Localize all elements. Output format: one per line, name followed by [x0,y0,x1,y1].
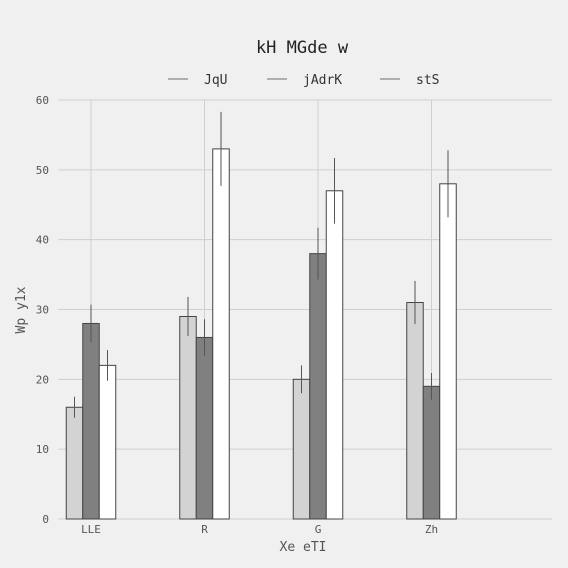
bars [65,148,457,520]
x-tick-label: G [315,523,322,536]
bar [422,385,441,520]
y-tick-label: 0 [42,513,49,526]
y-tick-label: 40 [36,234,49,247]
bar [212,148,230,520]
legend-label: jAdrK [303,73,342,88]
x-tick-label: R [201,523,208,536]
bar [309,253,327,520]
error-bars [74,111,449,418]
y-tick-label: 10 [36,443,49,456]
bar [406,302,424,520]
bar [65,406,84,520]
y-tick-label: 50 [36,164,49,177]
y-tick-label: 20 [36,373,49,386]
legend-label: stS [416,73,439,88]
bar [195,336,214,520]
bar [179,315,197,520]
y-axis-ticks: 0 10 20 30 40 50 60 [36,94,49,526]
bar [82,322,100,520]
y-tick-label: 60 [36,94,49,107]
bar [439,183,457,520]
bar [292,378,311,520]
bar [325,190,344,520]
bar [98,364,117,520]
x-tick-label: Zh [425,523,438,536]
x-axis-ticks: LLE R G Zh [81,523,438,536]
chart-title: kH MGde w [256,38,349,58]
x-tick-label: LLE [81,523,101,536]
y-axis-label: Wp y1x [14,286,29,333]
x-axis-label: Xe eTI [280,540,327,555]
legend: JqU jAdrK stS [168,73,439,88]
legend-label: JqU [204,73,227,88]
y-tick-label: 30 [36,304,49,317]
